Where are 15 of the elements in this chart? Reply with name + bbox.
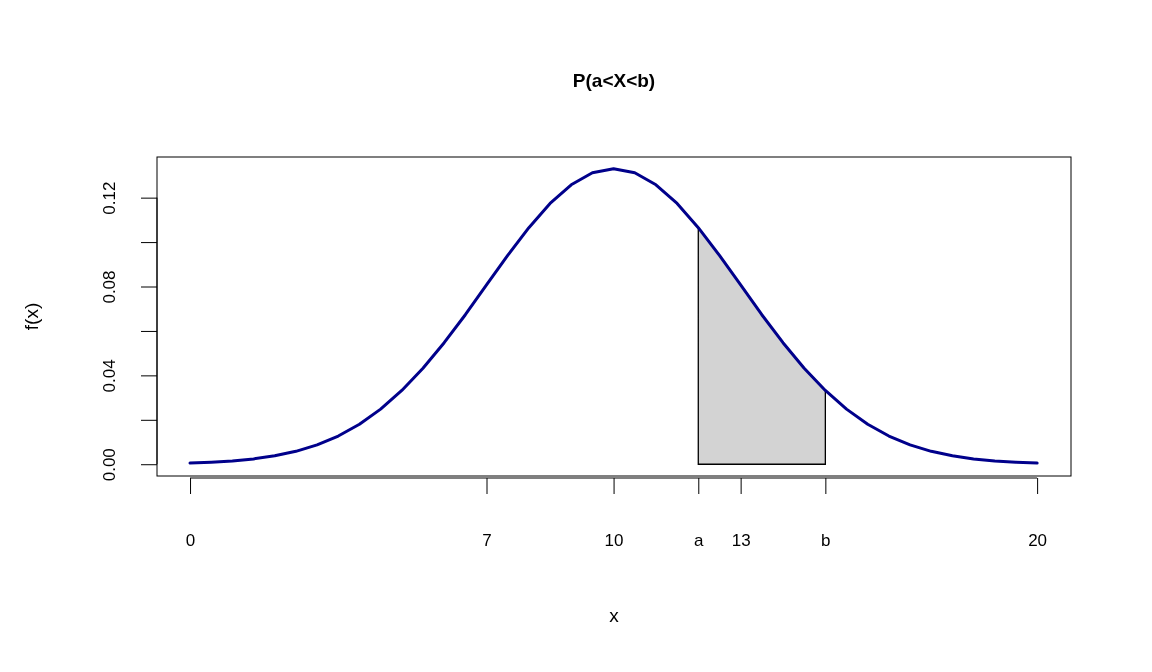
y-tick-label: 0.00	[100, 448, 120, 482]
y-tick-label: 0.08	[100, 270, 120, 304]
x-tick-label: 0	[185, 531, 196, 551]
x-axis-title: x	[609, 605, 620, 626]
x-tick-label: 7	[482, 531, 492, 551]
x-tick-label: b	[821, 531, 831, 551]
x-tick-label: 13	[731, 531, 751, 551]
x-tick-label: 20	[1028, 531, 1048, 551]
line-series	[188, 167, 1039, 465]
chart-title: P(a<X<b)	[572, 70, 656, 91]
y-tick-label: 0.12	[100, 181, 120, 215]
x-tick-label: a	[694, 531, 705, 551]
y-axis-title: f(x)	[21, 302, 42, 331]
y-tick-label: 0.04	[100, 359, 120, 393]
x-tick-label: 10	[604, 531, 624, 551]
